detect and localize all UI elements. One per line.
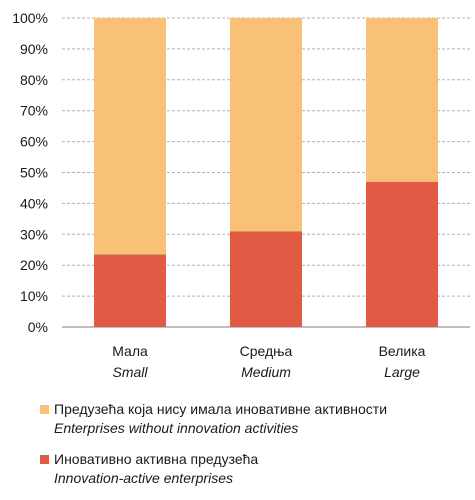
y-tick-label: 90% bbox=[20, 41, 48, 57]
y-axis-ticks: 0% 10% 20% 30% 40% 50% 60% 70% 80% 90% 100% bbox=[12, 10, 48, 335]
bar-segment-innovation-active bbox=[230, 231, 302, 327]
legend-swatch-innovation-active bbox=[40, 455, 49, 464]
bar-segment-innovation-active bbox=[366, 181, 438, 327]
legend-item-non-innovative: Предузећа која нису имала иновативне акт… bbox=[40, 400, 470, 438]
y-tick-label: 100% bbox=[12, 10, 48, 26]
legend-label: Иновативно активна предузећа bbox=[54, 451, 259, 467]
legend-swatch-non-innovative bbox=[40, 405, 49, 414]
y-tick-label: 60% bbox=[20, 134, 48, 150]
x-category-label: Велика bbox=[379, 343, 426, 359]
x-category-label: Мала bbox=[112, 343, 148, 359]
x-category-label-en: Large bbox=[384, 364, 420, 380]
x-category-label-en: Medium bbox=[241, 364, 291, 380]
bar-segment-non-innovative bbox=[94, 18, 166, 255]
stacked-bar-chart: 0% 10% 20% 30% 40% 50% 60% 70% 80% 90% 100% Мала Sm… bbox=[12, 10, 470, 380]
bars bbox=[94, 18, 438, 327]
legend-item-innovation-active: Иновативно активна предузећа Innovation-… bbox=[40, 450, 470, 488]
y-tick-label: 30% bbox=[20, 226, 48, 242]
bar-segment-non-innovative bbox=[366, 18, 438, 182]
x-category-label-en: Small bbox=[112, 364, 148, 380]
legend-label: Предузећа која нису имала иновативне акт… bbox=[54, 401, 388, 417]
legend-label-en: Innovation-active enterprises bbox=[54, 470, 233, 486]
y-tick-label: 20% bbox=[20, 257, 48, 273]
y-tick-label: 0% bbox=[28, 319, 48, 335]
legend-label-en: Enterprises without innovation activitie… bbox=[54, 420, 299, 436]
legend: Предузећа која нису имала иновативне акт… bbox=[40, 400, 470, 500]
y-tick-label: 50% bbox=[20, 165, 48, 181]
x-category-label: Средња bbox=[240, 343, 293, 359]
y-tick-label: 80% bbox=[20, 72, 48, 88]
y-tick-label: 70% bbox=[20, 103, 48, 119]
y-tick-label: 40% bbox=[20, 195, 48, 211]
bar-segment-non-innovative bbox=[230, 18, 302, 232]
x-axis-labels: Мала Small Средња Medium Велика Large bbox=[112, 343, 425, 380]
bar-segment-innovation-active bbox=[94, 254, 166, 327]
y-tick-label: 10% bbox=[20, 288, 48, 304]
